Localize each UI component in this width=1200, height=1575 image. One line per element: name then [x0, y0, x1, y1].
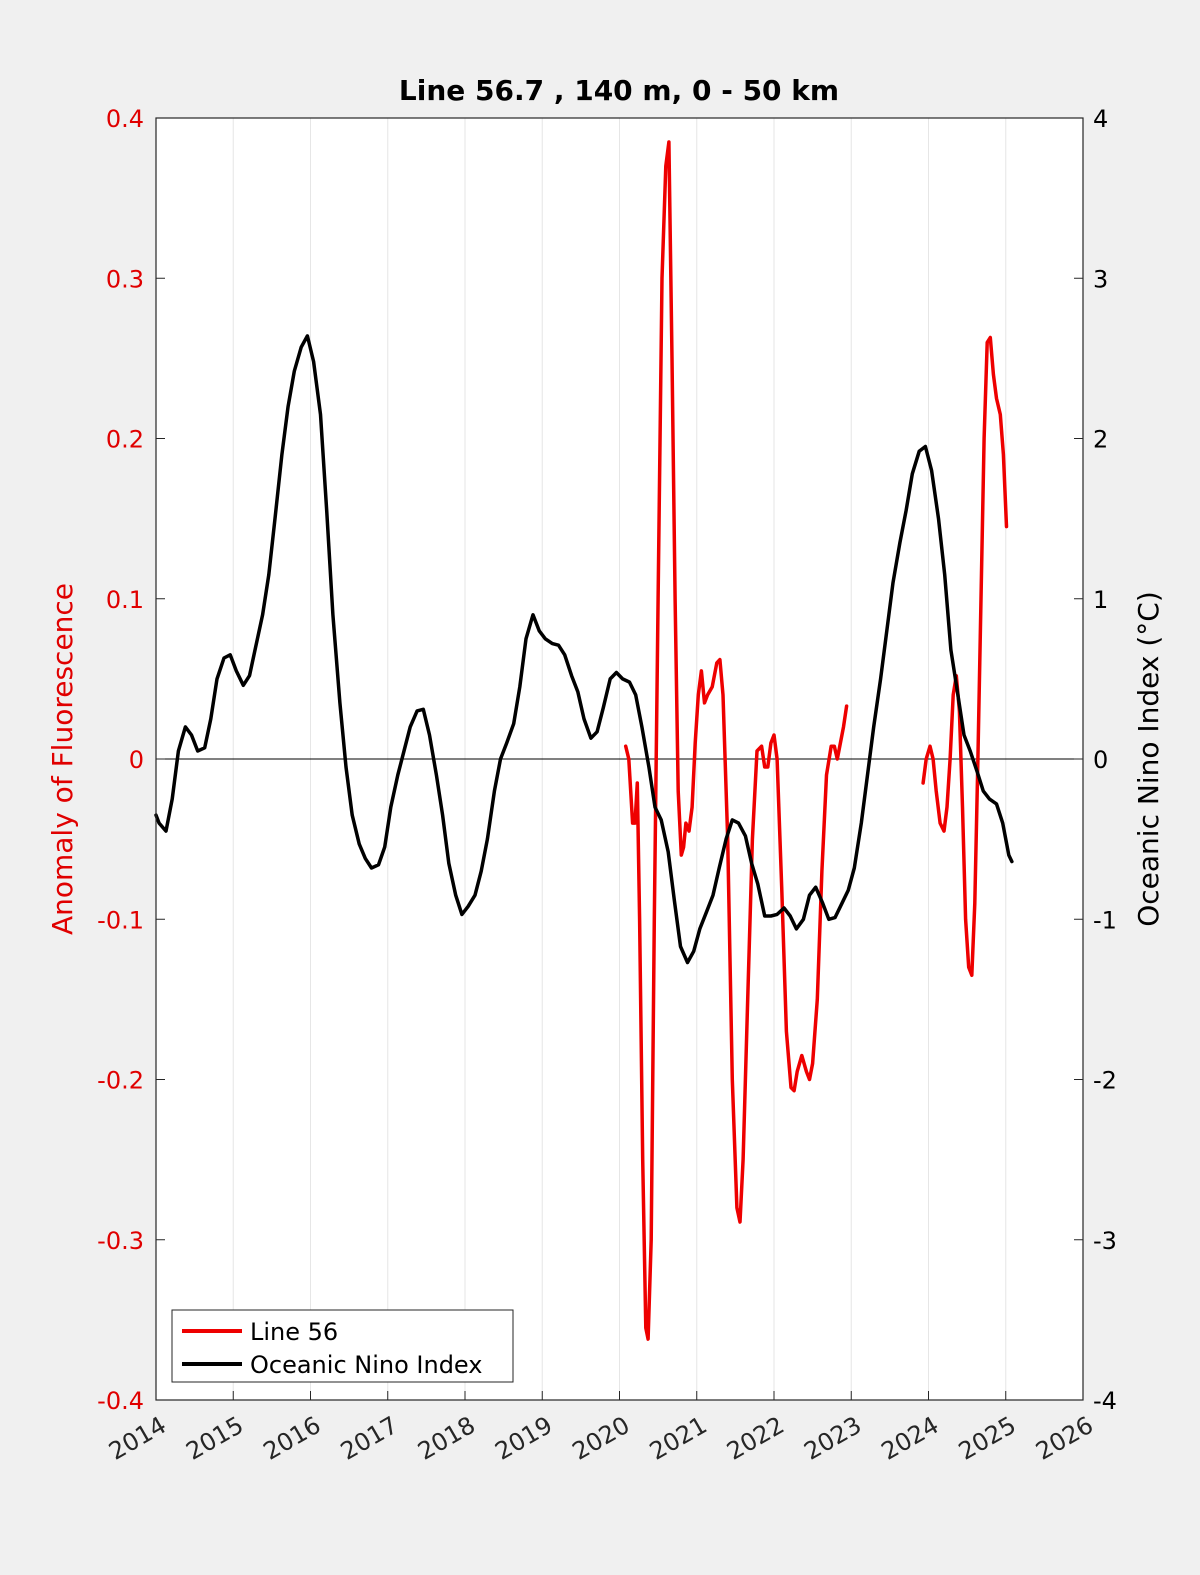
legend: Line 56 Oceanic Nino Index: [171, 1309, 514, 1383]
right-tick-label--1: -1: [1093, 906, 1117, 934]
series-layer: [154, 140, 1014, 1341]
legend-label-oni: Oceanic Nino Index: [250, 1351, 482, 1379]
right-tick-label-0: 0: [1093, 746, 1108, 774]
right-tick-label-3: 3: [1093, 265, 1108, 293]
left-tick-label--0.3: -0.3: [97, 1227, 144, 1255]
right-tick-label-2: 2: [1093, 426, 1108, 454]
legend-label-line56: Line 56: [250, 1318, 338, 1346]
left-tick-label--0.1: -0.1: [97, 906, 144, 934]
series-line56-segment-0: [623, 140, 849, 1341]
left-tick-label-0: 0: [129, 746, 144, 774]
right-tick-label--2: -2: [1093, 1067, 1117, 1095]
left-tick-label-0.4: 0.4: [106, 105, 144, 133]
right-tick-label--4: -4: [1093, 1387, 1117, 1415]
left-axis: -0.4 -0.3 -0.2 -0.1 0 0.1 0.2 0.3 0.4: [97, 105, 165, 1415]
left-tick-label-0.3: 0.3: [106, 265, 144, 293]
left-tick-label--0.4: -0.4: [97, 1387, 144, 1415]
right-axis: -4 -3 -2 -1 0 1 2 3 4: [1074, 105, 1117, 1415]
left-tick-label-0.2: 0.2: [106, 426, 144, 454]
series-oni-segment-0: [154, 334, 1014, 965]
left-tick-label--0.2: -0.2: [97, 1067, 144, 1095]
chart-title: Line 56.7 , 140 m, 0 - 50 km: [399, 74, 839, 107]
right-axis-label: Oceanic Nino Index (°C): [1132, 591, 1165, 927]
series-line56-segment-1: [921, 335, 1009, 978]
right-tick-label-4: 4: [1093, 105, 1108, 133]
right-tick-label-1: 1: [1093, 586, 1108, 614]
left-axis-label: Anomaly of Fluorescence: [46, 583, 79, 935]
left-tick-label-0.1: 0.1: [106, 586, 144, 614]
legend-box: [171, 1309, 514, 1383]
right-tick-label--3: -3: [1093, 1227, 1117, 1255]
